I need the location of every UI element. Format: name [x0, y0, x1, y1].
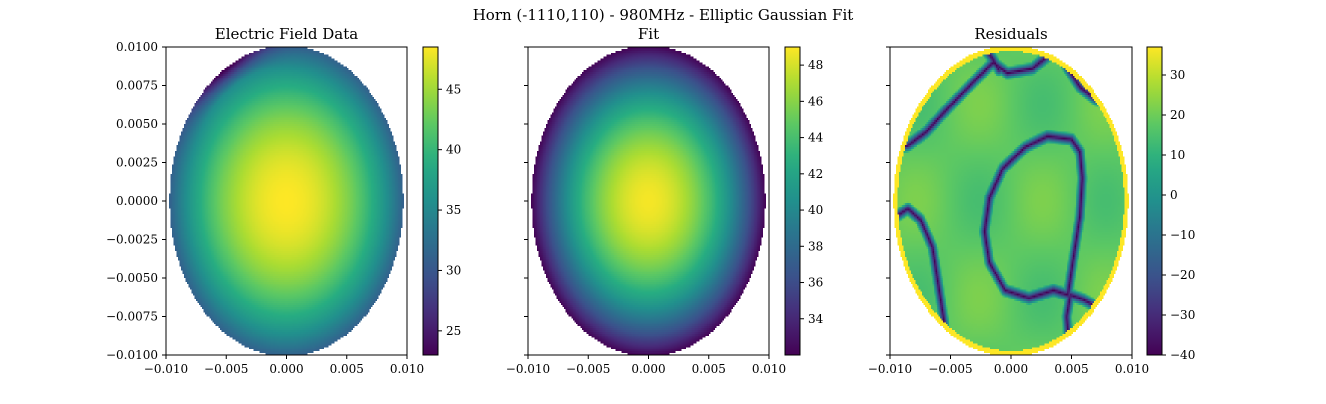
x-tick-label: −0.005 [928, 362, 972, 376]
panel-title: Residuals [974, 25, 1047, 43]
heatmap-image [166, 47, 407, 355]
colorbar-gradient [423, 47, 438, 355]
colorbar-tick-label: 10 [1170, 148, 1185, 162]
panels: Electric Field Data −0.010 −0.005 0.000 0.00… [106, 25, 1195, 376]
colorbar-tick-label: 48 [808, 58, 823, 72]
x-tick-label: 0.000 [269, 362, 303, 376]
colorbar-tick-label: 38 [808, 239, 823, 253]
x-tick-label: 0.010 [1115, 362, 1149, 376]
y-tick-label: 0.0100 [116, 40, 158, 54]
colorbar-tick-label: 45 [446, 82, 461, 96]
x-tick-label: 0.010 [752, 362, 786, 376]
colorbar-tick-label: −40 [1170, 348, 1195, 362]
colorbar-tick-label: 44 [808, 131, 824, 145]
x-tick-label: −0.010 [144, 362, 188, 376]
x-tick-label: 0.005 [1054, 362, 1088, 376]
colorbar-gradient [1147, 47, 1162, 355]
panel-title: Electric Field Data [215, 25, 358, 43]
y-tick-label: 0.0000 [116, 194, 158, 208]
colorbar: 25 30 35 40 45 [422, 46, 461, 356]
x-tick-label: 0.000 [631, 362, 665, 376]
colorbar-tick-label: −10 [1170, 228, 1195, 242]
panel-1: Electric Field Data −0.010 −0.005 0.000 0.00… [106, 25, 461, 376]
x-tick-label: 0.005 [692, 362, 726, 376]
x-tick-label: 0.005 [330, 362, 364, 376]
colorbar-frame [1146, 46, 1163, 356]
colorbar-tick-label: −20 [1170, 268, 1195, 282]
y-tick-label: −0.0100 [106, 348, 158, 362]
panel-3: Residuals−0.010 −0.005 0.000 0.005 0.010−40−… [868, 25, 1196, 376]
colorbar-tick-label: 20 [1170, 108, 1185, 122]
x-tick-label: −0.010 [506, 362, 550, 376]
colorbar-tick-label: 40 [808, 203, 823, 217]
colorbar: −40 −30 −20 −10 0 10 20 30 [1146, 46, 1195, 362]
colorbar-tick-label: −30 [1170, 308, 1195, 322]
colorbar-tick-label: 46 [808, 94, 823, 108]
y-tick-label: 0.0050 [116, 117, 158, 131]
colorbar-tick-label: 25 [446, 324, 461, 338]
colorbar: 34 36 38 40 42 44 46 48 [784, 46, 824, 356]
figure-suptitle: Horn (-1110,110) - 980MHz - Elliptic Gau… [473, 6, 854, 24]
x-tick-label: 0.000 [994, 362, 1028, 376]
x-tick-label: −0.010 [868, 362, 912, 376]
x-tick-label: −0.005 [204, 362, 248, 376]
colorbar-tick-label: 35 [446, 203, 461, 217]
colorbar-gradient [785, 47, 800, 355]
colorbar-tick-label: 0 [1170, 188, 1178, 202]
colorbar-tick-label: 36 [808, 276, 823, 290]
y-tick-label: 0.0025 [116, 156, 158, 170]
x-tick-label: −0.005 [566, 362, 610, 376]
panel-title: Fit [638, 25, 659, 43]
colorbar-tick-label: 30 [1170, 68, 1185, 82]
colorbar-frame [784, 46, 801, 356]
y-tick-label: −0.0075 [106, 310, 158, 324]
colorbar-tick-label: 42 [808, 167, 823, 181]
colorbar-tick-label: 40 [446, 143, 461, 157]
colorbar-tick-label: 30 [446, 263, 461, 277]
heatmap-image [890, 47, 1132, 355]
colorbar-tick-label: 34 [808, 312, 824, 326]
heatmap-image [528, 47, 769, 355]
x-tick-label: 0.010 [390, 362, 424, 376]
y-tick-label: 0.0075 [116, 79, 158, 93]
panel-2: Fit −0.010 −0.005 0.000 0.005 0.010 34 36 38 40 42… [506, 25, 824, 376]
y-tick-label: −0.0025 [106, 233, 158, 247]
colorbar-frame [422, 46, 439, 356]
y-tick-label: −0.0050 [106, 271, 158, 285]
